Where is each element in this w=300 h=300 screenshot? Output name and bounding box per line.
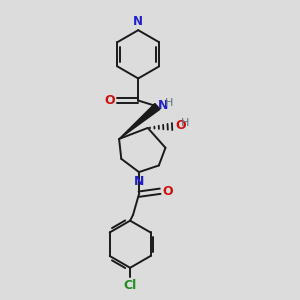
Text: N: N xyxy=(133,15,143,28)
Text: O: O xyxy=(175,119,185,132)
Polygon shape xyxy=(119,103,160,139)
Text: H: H xyxy=(164,98,173,108)
Text: N: N xyxy=(134,175,144,188)
Text: H: H xyxy=(181,118,189,128)
Text: O: O xyxy=(162,185,173,198)
Text: N: N xyxy=(158,99,168,112)
Text: O: O xyxy=(104,94,115,107)
Text: Cl: Cl xyxy=(124,279,137,292)
